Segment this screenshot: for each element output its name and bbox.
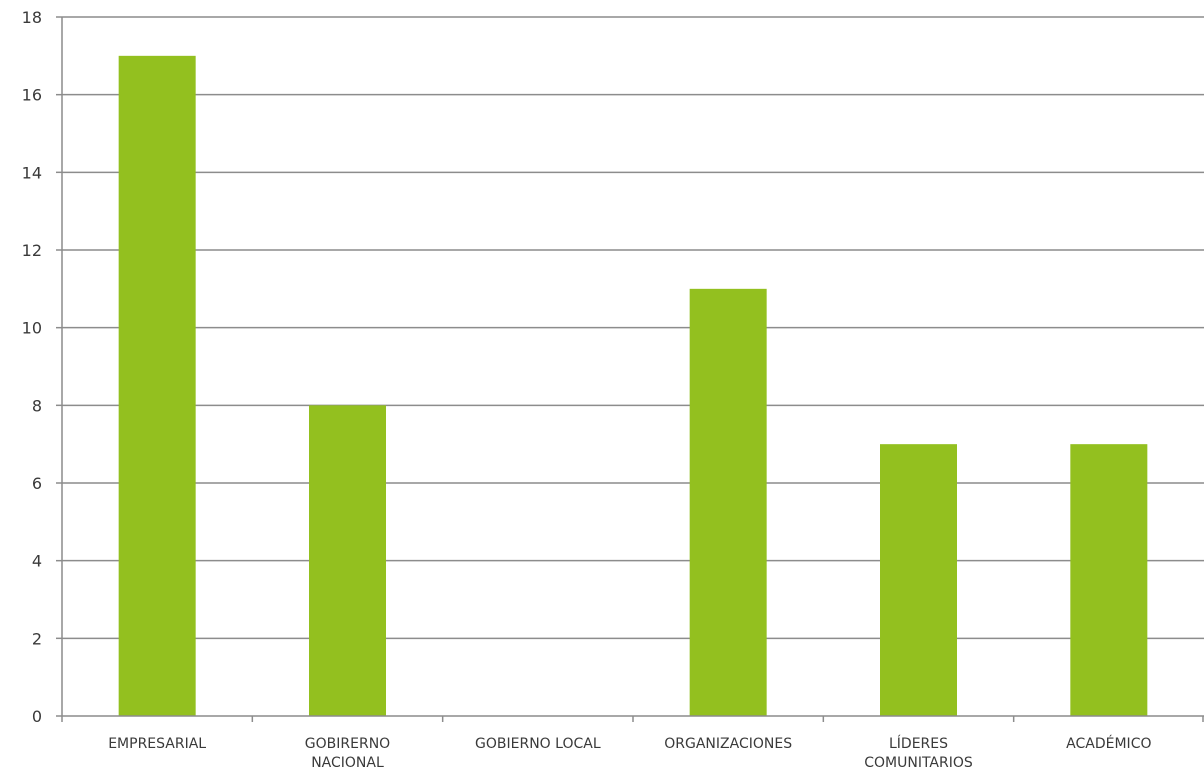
x-category-label: GOBIERNO LOCAL — [475, 736, 601, 752]
y-tick-label: 4 — [32, 552, 42, 571]
bars — [118, 55, 1148, 717]
x-axis-category-labels: EMPRESARIAL GOBIRERNO NACIONAL GOBIERNO LOC… — [108, 735, 1151, 771]
y-tick-label: 6 — [32, 474, 42, 493]
bar — [880, 444, 957, 716]
bar — [118, 55, 196, 717]
y-tick-label: 12 — [22, 241, 42, 260]
bar — [1070, 444, 1148, 716]
y-tick-label: 2 — [32, 629, 42, 648]
y-tick-label: 16 — [22, 86, 42, 105]
y-tick-label: 14 — [22, 163, 42, 182]
x-category-label: EMPRESARIAL — [108, 736, 206, 752]
y-axis-tick-labels: 0 2 4 6 8 10 12 14 16 18 — [22, 8, 42, 726]
grid-lines — [62, 16, 1204, 640]
y-tick-label: 10 — [22, 319, 42, 338]
x-category-label: GOBIRERNO NACIONAL — [305, 736, 390, 771]
y-tick-label: 0 — [32, 707, 42, 726]
bar — [309, 405, 386, 716]
y-tick-label: 8 — [32, 396, 42, 415]
x-category-label: ORGANIZACIONES — [664, 736, 792, 752]
x-category-label: ACADÉMICO — [1066, 735, 1151, 752]
y-tick-label: 18 — [22, 8, 42, 27]
axes — [56, 16, 1204, 722]
bar — [689, 288, 767, 716]
x-category-label: LÍDERES COMUNITARIOS — [864, 735, 973, 771]
